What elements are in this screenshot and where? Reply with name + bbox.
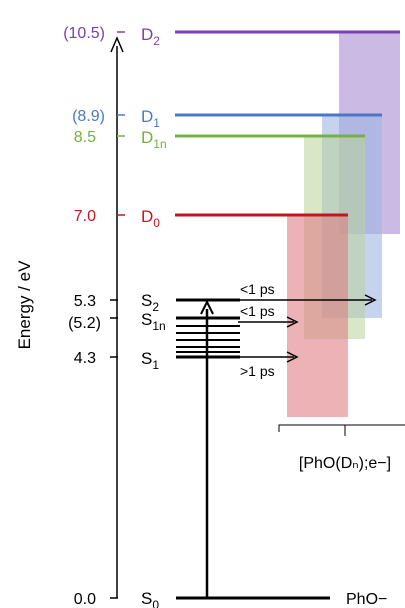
value-d1: (8.9) <box>72 108 105 125</box>
state-label-d0: D0 <box>141 207 160 230</box>
state-label-s2: S2 <box>141 291 159 314</box>
state-label-d1: D1 <box>141 107 160 130</box>
excitation-arrowhead <box>200 299 214 315</box>
value-s1n: (5.2) <box>68 315 101 332</box>
product-bracket <box>278 424 405 436</box>
state-label-d2: D2 <box>141 25 160 48</box>
axis-label: Energy / eV <box>15 260 34 349</box>
state-label-s1: S1 <box>141 349 159 372</box>
value-s0: 0.0 <box>74 591 96 608</box>
state-label-d1n: D1n <box>141 128 167 151</box>
value-d0: 7.0 <box>74 208 96 225</box>
ground-state-label: PhO− <box>346 591 387 608</box>
detachment-arrowhead-s1 <box>286 351 299 363</box>
value-d1n: 8.5 <box>74 129 96 146</box>
timescale-s2: <1 ps <box>240 281 275 297</box>
timescale-s1n: <1 ps <box>240 303 275 319</box>
detachment-arrowhead-s1n <box>286 316 299 328</box>
value-d2: (10.5) <box>63 25 105 42</box>
d0-continuum-band <box>287 215 348 417</box>
state-label-s0: S0 <box>141 589 159 608</box>
detachment-arrowhead-s2 <box>364 294 377 306</box>
state-label-s1n: S1n <box>141 310 166 333</box>
value-s1: 4.3 <box>74 350 96 367</box>
timescale-s1: >1 ps <box>240 363 275 379</box>
value-s2: 5.3 <box>74 293 96 310</box>
axis-arrowhead <box>110 36 124 53</box>
product-label: [PhO(Dₙ);e−] <box>299 455 391 472</box>
